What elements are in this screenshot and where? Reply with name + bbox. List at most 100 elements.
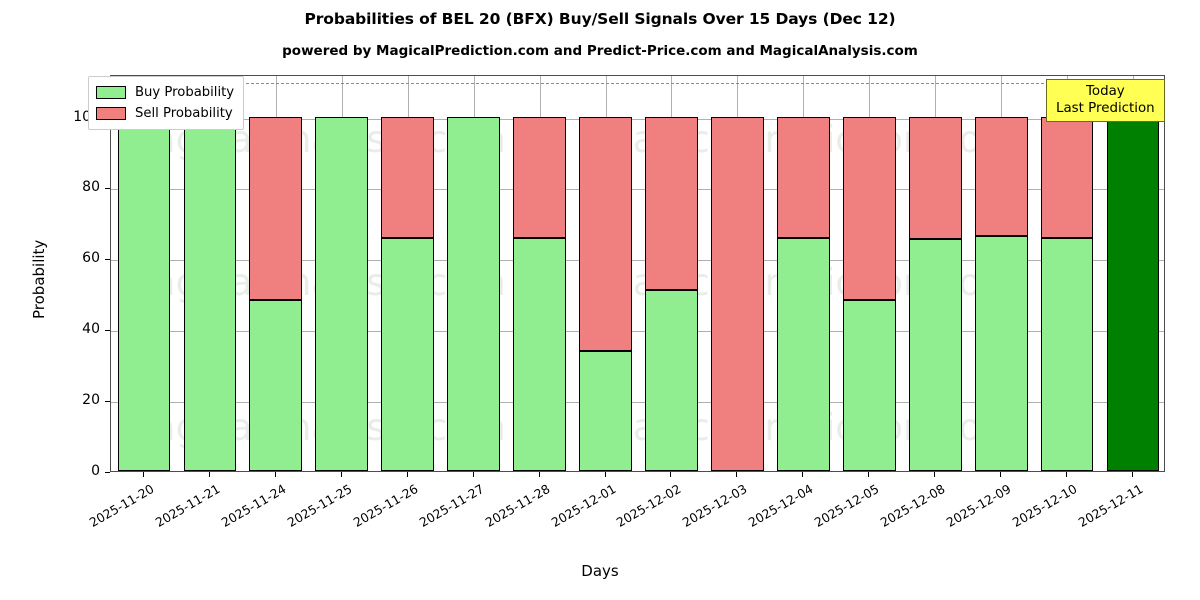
x-tick-label: 2025-12-10 xyxy=(1009,481,1080,530)
bar-group[interactable] xyxy=(1040,76,1094,471)
x-tick-mark xyxy=(1066,472,1068,477)
bar-segment-sell[interactable] xyxy=(381,116,435,239)
bar-group[interactable] xyxy=(908,76,962,471)
x-tick-label: 2025-11-26 xyxy=(350,481,421,530)
y-tick-label: 60 xyxy=(82,250,100,267)
chart-subtitle: powered by MagicalPrediction.com and Pre… xyxy=(282,43,918,59)
bar-segment-buy[interactable] xyxy=(513,238,566,471)
legend-item[interactable]: Buy Probability xyxy=(96,82,234,103)
bar-group[interactable] xyxy=(249,76,303,471)
x-tick-mark xyxy=(934,472,936,477)
legend-item[interactable]: Sell Probability xyxy=(96,103,234,124)
today-annotation-line1: Today xyxy=(1085,84,1125,99)
bar-group[interactable] xyxy=(645,76,698,471)
y-tick-mark xyxy=(105,188,110,190)
bar-segment-sell[interactable] xyxy=(249,116,303,300)
bar-group[interactable] xyxy=(842,76,896,471)
bar-group[interactable] xyxy=(1106,76,1160,471)
bar-group[interactable] xyxy=(117,76,171,471)
bar-segment-buy[interactable] xyxy=(315,116,369,471)
y-tick-label: 80 xyxy=(82,179,100,196)
bar-group[interactable] xyxy=(513,76,566,471)
bar-group[interactable] xyxy=(579,76,632,471)
x-tick-mark xyxy=(604,472,606,477)
x-tick-mark xyxy=(868,472,870,477)
x-tick-mark xyxy=(340,472,342,477)
bar-segment-buy[interactable] xyxy=(842,299,896,471)
bar-segment-buy[interactable] xyxy=(645,290,698,471)
x-tick-label: 2025-12-09 xyxy=(943,481,1014,530)
x-tick-label: 2025-11-25 xyxy=(284,481,355,530)
bar-group[interactable] xyxy=(381,76,435,471)
bar-segment-buy[interactable] xyxy=(381,238,435,471)
y-tick-mark xyxy=(105,472,110,473)
legend-label: Sell Probability xyxy=(135,106,233,121)
x-axis-label: Days xyxy=(581,562,619,580)
bar-segment-buy[interactable] xyxy=(908,238,962,471)
bar-group[interactable] xyxy=(711,76,764,471)
plot-area: MagicalAnalysis.comMagicalPrediction.com… xyxy=(110,75,1165,472)
bar-group[interactable] xyxy=(974,76,1028,471)
x-tick-label: 2025-12-08 xyxy=(877,481,948,530)
bar-segment-buy[interactable] xyxy=(1040,238,1094,471)
x-tick-mark xyxy=(142,472,144,477)
bar-group[interactable] xyxy=(183,76,237,471)
x-tick-mark xyxy=(802,472,804,477)
chart-legend: Buy Probability Sell Probability xyxy=(88,76,245,130)
y-tick-label: 0 xyxy=(91,463,100,479)
bar-segment-buy[interactable] xyxy=(183,116,237,471)
x-tick-mark xyxy=(1132,472,1134,477)
bar-segment-sell[interactable] xyxy=(974,116,1028,236)
x-tick-label: 2025-11-20 xyxy=(86,481,157,530)
x-tick-mark xyxy=(406,472,408,477)
x-tick-mark xyxy=(1000,472,1002,477)
bar-group[interactable] xyxy=(447,76,501,471)
legend-label: Buy Probability xyxy=(135,85,235,100)
bar-segment-sell[interactable] xyxy=(842,116,896,300)
gridline-horizontal xyxy=(111,260,1164,262)
y-tick-mark xyxy=(105,259,110,261)
x-tick-label: 2025-12-01 xyxy=(548,481,619,530)
bar-segment-buy[interactable] xyxy=(579,351,632,471)
bar-segment-buy[interactable] xyxy=(249,299,303,471)
legend-swatch-icon xyxy=(96,86,126,99)
bar-group[interactable] xyxy=(776,76,830,471)
chart-title: Probabilities of BEL 20 (BFX) Buy/Sell S… xyxy=(304,10,896,28)
y-tick-label: 20 xyxy=(82,392,100,409)
gridline-horizontal xyxy=(111,331,1164,333)
gridline-horizontal xyxy=(111,118,1164,120)
x-tick-mark xyxy=(472,472,474,477)
x-tick-label: 2025-11-28 xyxy=(482,481,553,530)
bar-segment-buy[interactable] xyxy=(117,116,171,471)
bar-segment-today[interactable] xyxy=(1106,116,1160,471)
bar-segment-sell[interactable] xyxy=(645,116,698,291)
y-tick-mark xyxy=(105,401,110,403)
gridline-horizontal xyxy=(111,402,1164,404)
bar-segment-buy[interactable] xyxy=(447,116,501,471)
bar-segment-sell[interactable] xyxy=(513,116,566,239)
x-tick-mark xyxy=(538,472,540,477)
today-annotation-line2: Last Prediction xyxy=(1056,101,1155,116)
x-tick-label: 2025-12-04 xyxy=(745,481,816,530)
bar-segment-buy[interactable] xyxy=(776,238,830,471)
x-tick-label: 2025-11-24 xyxy=(218,481,289,530)
x-tick-mark xyxy=(208,472,210,477)
y-tick-label: 40 xyxy=(82,321,100,338)
bar-group[interactable] xyxy=(315,76,369,471)
x-tick-mark xyxy=(736,472,738,477)
x-tick-mark xyxy=(274,472,276,477)
x-tick-mark xyxy=(670,472,672,477)
bar-segment-sell[interactable] xyxy=(908,116,962,239)
bar-segment-buy[interactable] xyxy=(974,235,1028,471)
reference-line xyxy=(111,83,1164,85)
x-tick-label: 2025-12-11 xyxy=(1075,481,1146,530)
x-tick-label: 2025-12-03 xyxy=(680,481,750,530)
bar-segment-sell[interactable] xyxy=(776,116,830,239)
bar-segment-sell[interactable] xyxy=(579,116,632,352)
legend-swatch-icon xyxy=(96,107,126,120)
bar-segment-sell[interactable] xyxy=(711,116,764,471)
x-tick-label: 2025-12-02 xyxy=(614,481,684,530)
bar-segment-sell[interactable] xyxy=(1040,116,1094,239)
today-annotation: Today Last Prediction xyxy=(1046,79,1165,122)
